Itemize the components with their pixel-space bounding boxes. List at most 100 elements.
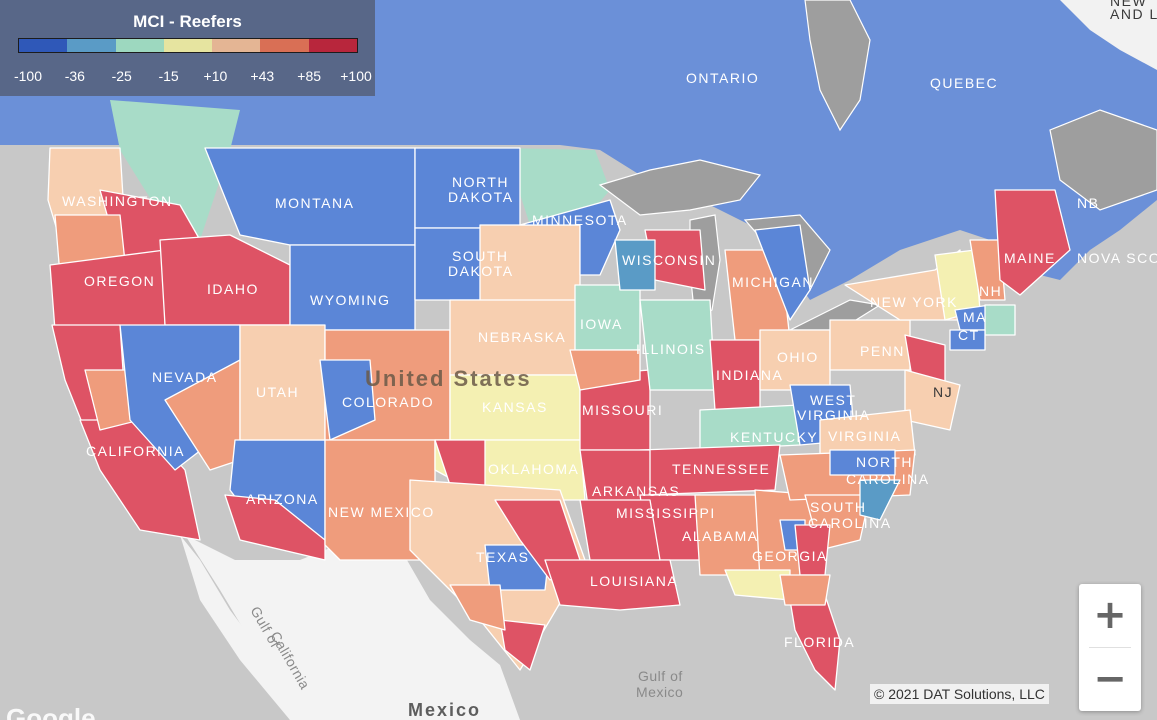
label-north-dakota-line1: North	[452, 174, 509, 190]
bc-teal-region	[110, 100, 240, 240]
legend-panel: MCI - Reefers -100 -36 -25 -15 +10 +43 +85 +100	[0, 0, 375, 96]
label-penn: Penn	[860, 343, 905, 359]
label-florida: Florida	[784, 634, 855, 650]
legend-swatch-6	[308, 39, 357, 52]
label-wyoming: Wyoming	[310, 292, 391, 308]
label-gulf-of-mexico-line1: Gulf of	[638, 668, 683, 684]
region-colorado-blue[interactable]	[319, 359, 376, 441]
gulf-st-lawrence	[1049, 109, 1157, 211]
label-west-virginia-line2: Virginia	[797, 407, 870, 423]
label-nevada: Nevada	[152, 369, 218, 385]
legend-swatch-1	[67, 39, 116, 52]
label-montana: Montana	[275, 195, 354, 211]
legend-tick-label: +85	[297, 68, 322, 84]
zoom-in-button[interactable]: +	[1093, 592, 1127, 638]
region-texas-salmon[interactable]	[449, 584, 506, 631]
label-united-states: United States	[365, 366, 532, 391]
label-nebraska: Nebraska	[478, 329, 566, 345]
label-indiana: Indiana	[716, 367, 783, 383]
region-sc-teal[interactable]	[859, 479, 901, 521]
region-ma-teal[interactable]	[984, 304, 1016, 336]
label-maine: Maine	[1004, 250, 1056, 266]
label-iowa: Iowa	[580, 316, 623, 332]
hudson-bay	[804, 0, 871, 132]
region-florida-north[interactable]	[779, 574, 831, 606]
label-nb: NB	[1077, 195, 1099, 211]
map-attribution: © 2021 DAT Solutions, LLC	[870, 684, 1049, 704]
region-wisconsin-teal[interactable]	[614, 239, 656, 291]
label-utah: Utah	[256, 384, 299, 400]
label-arizona: Arizona	[246, 491, 319, 507]
label-south-carolina-line1: South	[810, 499, 867, 515]
region-ct[interactable]	[949, 329, 986, 351]
region-nh[interactable]	[969, 239, 1006, 301]
legend-tick-label: -36	[64, 68, 85, 84]
label-west-virginia-line1: West	[810, 392, 856, 408]
label-illinois: Illinois	[636, 341, 706, 357]
label-nova-scotia: Nova Sco	[1077, 250, 1157, 266]
label-mississippi: Mississippi	[616, 505, 716, 521]
region-wyoming[interactable]	[289, 244, 416, 331]
legend-swatch-4	[212, 39, 261, 52]
region-nj-peach[interactable]	[904, 369, 961, 431]
label-virginia: Virginia	[828, 428, 901, 444]
legend-swatch-2	[115, 39, 164, 52]
google-logo: Google	[6, 703, 96, 720]
label-north-dakota-line2: Dakota	[448, 189, 514, 205]
label-idaho: Idaho	[207, 281, 259, 297]
label-south-dakota-line2: Dakota	[448, 263, 514, 279]
region-louisiana-north[interactable]	[579, 499, 661, 561]
label-nh: NH	[979, 283, 1002, 299]
zoom-control: + −	[1079, 584, 1141, 711]
legend-swatch-0	[19, 39, 68, 52]
label-south-carolina-line2: Carolina	[808, 515, 892, 531]
label-newfoundland-line2: and L	[1110, 6, 1157, 22]
label-california: California	[86, 443, 185, 459]
legend-swatch-5	[260, 39, 309, 52]
label-georgia: Georgia	[752, 548, 828, 564]
region-michigan-blue[interactable]	[754, 224, 811, 321]
manitoba-teal-region	[505, 148, 610, 225]
region-missouri-peach[interactable]	[569, 349, 641, 391]
label-missouri: Missouri	[582, 402, 663, 418]
label-tennessee: Tennessee	[672, 461, 770, 477]
label-alabama: Alabama	[682, 528, 759, 544]
legend-tick-label: +10	[203, 68, 228, 84]
labrador-land	[1060, 0, 1157, 70]
label-ma: MA	[963, 309, 987, 325]
label-quebec: Quebec	[930, 75, 998, 91]
legend-tick-label: +100	[340, 68, 372, 84]
region-texas-red-south[interactable]	[499, 619, 546, 671]
zoom-divider	[1089, 647, 1131, 648]
label-ct: CT	[958, 327, 980, 343]
legend-title: MCI - Reefers	[133, 12, 242, 31]
region-north-carolina-blue[interactable]	[829, 449, 896, 476]
region-arizona-south[interactable]	[224, 494, 326, 561]
region-penn[interactable]	[829, 319, 911, 371]
label-michigan: Michigan	[732, 274, 814, 290]
legend-tick-label: +43	[250, 68, 275, 84]
label-texas: Texas	[476, 549, 529, 565]
region-utah[interactable]	[239, 324, 326, 441]
legend-tick-label: -25	[111, 68, 132, 84]
region-new-mexico[interactable]	[324, 439, 436, 561]
label-new-mexico: New Mexico	[328, 504, 435, 520]
region-minnesota[interactable]	[519, 199, 621, 276]
lake-superior	[598, 159, 762, 216]
label-newfoundland-line1: New	[1110, 0, 1147, 9]
label-north-carolina-line2: Carolina	[846, 471, 930, 487]
baja-peninsula	[180, 535, 320, 720]
label-wisconsin: Wisconsin	[622, 252, 716, 268]
label-south-dakota-line1: South	[452, 248, 509, 264]
label-oklahoma: Oklahoma	[488, 461, 579, 477]
legend-tick-label: -100	[13, 68, 43, 84]
label-louisiana: Louisiana	[590, 573, 678, 589]
zoom-out-button[interactable]: −	[1093, 656, 1127, 702]
label-minnesota: Minnesota	[532, 212, 628, 228]
label-new-york: New York	[870, 294, 958, 310]
label-gulf-of-mexico-line2: Mexico	[636, 684, 683, 700]
label-mexico: Mexico	[408, 700, 481, 720]
region-maine[interactable]	[994, 189, 1071, 296]
